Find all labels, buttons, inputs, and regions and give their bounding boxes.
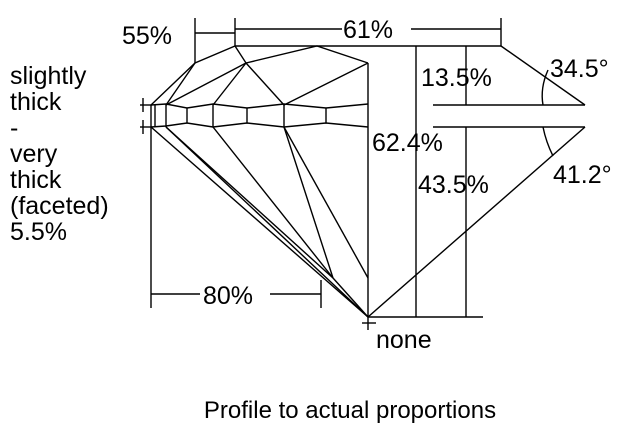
- girdle-label-line: (faceted): [10, 192, 109, 220]
- pavilion-angle-label: 41.2°: [553, 161, 612, 189]
- girdle-label-line: slightly: [10, 62, 87, 90]
- culet-label: none: [376, 326, 432, 354]
- right-profile: [367, 45, 586, 318]
- caption: Profile to actual proportions: [204, 397, 496, 424]
- lower-half-length-label: 80%: [203, 282, 253, 310]
- table-label: 61%: [343, 16, 393, 44]
- dimension-lines: [150, 18, 502, 308]
- total-depth-label: 62.4%: [372, 129, 443, 157]
- crown-angle-label: 34.5°: [550, 55, 609, 83]
- girdle-label-line: very: [10, 140, 58, 168]
- star-length-label: 55%: [122, 22, 172, 50]
- girdle-facets: [140, 98, 369, 134]
- girdle-label-line: thick: [10, 166, 62, 194]
- pavilion-depth-label: 43.5%: [418, 171, 489, 199]
- girdle-label: slightly thick - very thick (faceted) 5.…: [10, 62, 109, 246]
- crown-facets: [150, 45, 501, 317]
- crown-height-label: 13.5%: [421, 64, 492, 92]
- girdle-label-line: -: [10, 114, 18, 142]
- girdle-label-line: thick: [10, 88, 62, 116]
- pavilion-facets: [150, 126, 376, 330]
- girdle-label-line: 5.5%: [10, 218, 67, 246]
